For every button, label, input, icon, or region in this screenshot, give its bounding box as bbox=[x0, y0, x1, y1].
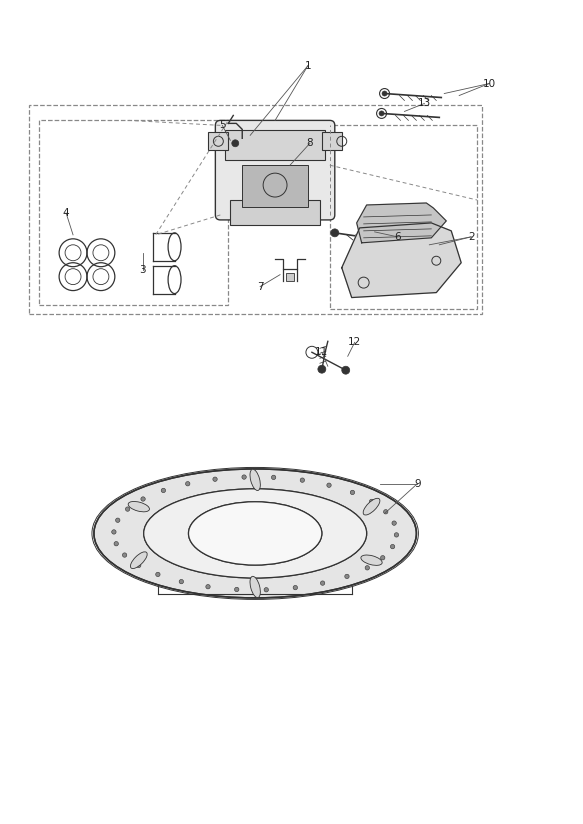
Circle shape bbox=[394, 532, 399, 537]
Ellipse shape bbox=[128, 502, 149, 512]
Text: 12: 12 bbox=[348, 337, 361, 348]
Text: 6: 6 bbox=[394, 232, 401, 241]
Circle shape bbox=[242, 475, 246, 480]
Circle shape bbox=[342, 366, 350, 374]
Text: 1: 1 bbox=[304, 61, 311, 71]
Text: 2: 2 bbox=[468, 232, 475, 241]
Circle shape bbox=[136, 564, 141, 568]
Ellipse shape bbox=[361, 555, 382, 565]
Ellipse shape bbox=[94, 469, 416, 598]
Ellipse shape bbox=[143, 489, 367, 578]
Circle shape bbox=[350, 490, 354, 494]
Bar bbox=[330, 125, 477, 310]
Circle shape bbox=[331, 229, 339, 236]
Circle shape bbox=[327, 483, 331, 488]
Circle shape bbox=[370, 499, 374, 503]
Bar bbox=[230, 200, 320, 225]
Circle shape bbox=[318, 365, 326, 373]
Ellipse shape bbox=[188, 502, 322, 565]
Ellipse shape bbox=[188, 502, 322, 565]
Circle shape bbox=[365, 565, 370, 570]
Circle shape bbox=[114, 541, 118, 546]
Bar bbox=[286, 273, 294, 281]
Circle shape bbox=[384, 509, 388, 514]
Circle shape bbox=[382, 91, 387, 96]
Ellipse shape bbox=[250, 469, 261, 490]
Bar bbox=[242, 165, 308, 207]
Circle shape bbox=[185, 481, 190, 486]
Text: 13: 13 bbox=[418, 99, 431, 109]
Bar bbox=[225, 130, 325, 160]
Circle shape bbox=[379, 111, 384, 116]
Circle shape bbox=[179, 579, 184, 584]
Text: 9: 9 bbox=[414, 479, 421, 489]
Bar bbox=[39, 120, 229, 305]
Text: 11: 11 bbox=[315, 347, 328, 358]
Ellipse shape bbox=[131, 552, 147, 569]
Circle shape bbox=[293, 585, 297, 590]
Text: 8: 8 bbox=[307, 138, 313, 148]
Circle shape bbox=[115, 518, 120, 522]
Polygon shape bbox=[357, 203, 446, 243]
Circle shape bbox=[392, 521, 396, 526]
Text: 10: 10 bbox=[483, 78, 496, 88]
Bar bbox=[29, 105, 482, 315]
Bar bbox=[322, 133, 342, 150]
Circle shape bbox=[300, 478, 304, 482]
FancyBboxPatch shape bbox=[215, 120, 335, 220]
Circle shape bbox=[345, 574, 349, 578]
Circle shape bbox=[264, 588, 268, 592]
Circle shape bbox=[232, 140, 239, 147]
Polygon shape bbox=[342, 223, 461, 297]
Circle shape bbox=[381, 555, 385, 560]
Circle shape bbox=[125, 507, 130, 511]
Text: 5: 5 bbox=[219, 120, 226, 130]
Circle shape bbox=[112, 530, 116, 534]
Text: 7: 7 bbox=[257, 282, 264, 292]
Circle shape bbox=[272, 475, 276, 480]
Ellipse shape bbox=[363, 499, 380, 515]
Circle shape bbox=[391, 545, 395, 549]
Circle shape bbox=[141, 497, 145, 501]
Text: 3: 3 bbox=[139, 265, 146, 274]
Ellipse shape bbox=[250, 576, 261, 597]
Circle shape bbox=[213, 477, 217, 481]
Circle shape bbox=[234, 588, 239, 592]
Circle shape bbox=[122, 553, 127, 557]
Circle shape bbox=[206, 584, 210, 589]
Text: 4: 4 bbox=[63, 208, 69, 218]
Circle shape bbox=[321, 581, 325, 585]
Bar bbox=[208, 133, 229, 150]
Circle shape bbox=[161, 489, 166, 493]
Circle shape bbox=[156, 572, 160, 577]
